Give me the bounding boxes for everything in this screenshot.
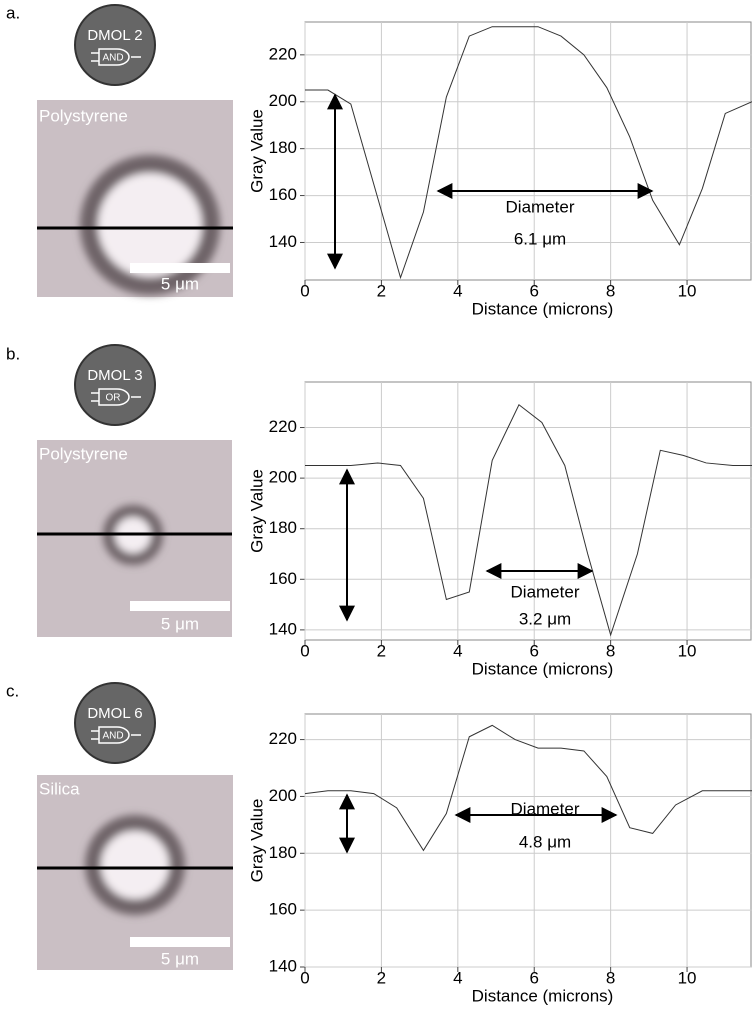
scale-bar bbox=[130, 937, 230, 947]
x-tick-label: 0 bbox=[300, 968, 309, 987]
x-axis-label: Distance (microns) bbox=[472, 986, 614, 1005]
scale-bar bbox=[130, 263, 230, 273]
x-tick-label: 10 bbox=[678, 281, 697, 300]
material-label: Polystyrene bbox=[39, 444, 128, 463]
gate-label: AND bbox=[102, 53, 123, 64]
x-tick-label: 10 bbox=[678, 968, 697, 987]
x-tick-label: 6 bbox=[529, 968, 538, 987]
y-tick-label: 220 bbox=[269, 729, 297, 748]
material-label: Silica bbox=[39, 779, 80, 798]
gate-icon bbox=[91, 388, 141, 406]
y-axis-label: Gray Value bbox=[247, 799, 266, 883]
annotation: 3.2 μm bbox=[519, 609, 571, 628]
y-tick-label: 140 bbox=[269, 232, 297, 251]
panel-label: c. bbox=[6, 681, 19, 700]
annotation: Diameter bbox=[511, 582, 580, 601]
particle-ring bbox=[85, 815, 185, 915]
x-tick-label: 6 bbox=[529, 641, 538, 660]
y-axis-label: Gray Value bbox=[247, 109, 266, 193]
panel-label: a. bbox=[6, 3, 20, 22]
y-tick-label: 200 bbox=[269, 786, 297, 805]
badge-label: DMOL 3 bbox=[87, 367, 142, 384]
profile-curve bbox=[305, 26, 752, 280]
plot-area bbox=[304, 21, 752, 281]
badge-label: DMOL 6 bbox=[87, 705, 142, 722]
x-tick-label: 8 bbox=[606, 641, 615, 660]
scale-bar bbox=[130, 601, 230, 611]
annotation: Diameter bbox=[506, 197, 575, 216]
material-label: Polystyrene bbox=[39, 106, 128, 125]
scale-bar-label: 5 μm bbox=[161, 274, 199, 293]
x-axis-label: Distance (microns) bbox=[472, 299, 614, 318]
x-tick-label: 8 bbox=[606, 968, 615, 987]
particle-ring bbox=[80, 155, 220, 295]
profile-curve bbox=[304, 724, 752, 852]
y-tick-label: 200 bbox=[269, 468, 297, 487]
scale-bar-label: 5 μm bbox=[161, 949, 199, 968]
y-tick-label: 180 bbox=[269, 518, 297, 537]
y-tick-label: 160 bbox=[269, 185, 297, 204]
y-tick-label: 160 bbox=[269, 569, 297, 588]
badge bbox=[74, 4, 156, 86]
y-tick-label: 200 bbox=[269, 91, 297, 110]
gate-label: AND bbox=[102, 731, 123, 742]
plot-area bbox=[304, 713, 752, 968]
annotation: 6.1 μm bbox=[514, 229, 566, 248]
x-tick-label: 10 bbox=[678, 641, 697, 660]
x-tick-label: 2 bbox=[377, 968, 386, 987]
gate-label: OR bbox=[106, 393, 121, 404]
y-tick-label: 160 bbox=[269, 900, 297, 919]
badge bbox=[74, 682, 156, 764]
gate-icon bbox=[91, 726, 141, 744]
profile-curve bbox=[305, 403, 752, 637]
x-tick-label: 8 bbox=[606, 281, 615, 300]
scale-bar-label: 5 μm bbox=[161, 614, 199, 633]
x-tick-label: 6 bbox=[529, 281, 538, 300]
badge bbox=[74, 344, 156, 426]
gate-icon bbox=[91, 48, 141, 66]
x-axis-label: Distance (microns) bbox=[472, 659, 614, 678]
x-tick-label: 4 bbox=[453, 968, 462, 987]
y-tick-label: 220 bbox=[269, 44, 297, 63]
plot-area bbox=[304, 381, 752, 641]
annotation: Diameter bbox=[511, 799, 580, 818]
x-tick-label: 0 bbox=[300, 281, 309, 300]
x-tick-label: 2 bbox=[377, 281, 386, 300]
badge-label: DMOL 2 bbox=[87, 27, 142, 44]
y-tick-label: 220 bbox=[269, 417, 297, 436]
y-axis-label: Gray Value bbox=[247, 469, 266, 553]
x-tick-label: 4 bbox=[453, 641, 462, 660]
x-tick-label: 4 bbox=[453, 281, 462, 300]
y-tick-label: 180 bbox=[269, 138, 297, 157]
x-tick-label: 2 bbox=[377, 641, 386, 660]
y-tick-label: 140 bbox=[269, 956, 297, 975]
annotation: 4.8 μm bbox=[519, 832, 571, 851]
panel-label: b. bbox=[6, 344, 20, 363]
x-tick-label: 0 bbox=[300, 641, 309, 660]
y-tick-label: 140 bbox=[269, 619, 297, 638]
y-tick-label: 180 bbox=[269, 843, 297, 862]
